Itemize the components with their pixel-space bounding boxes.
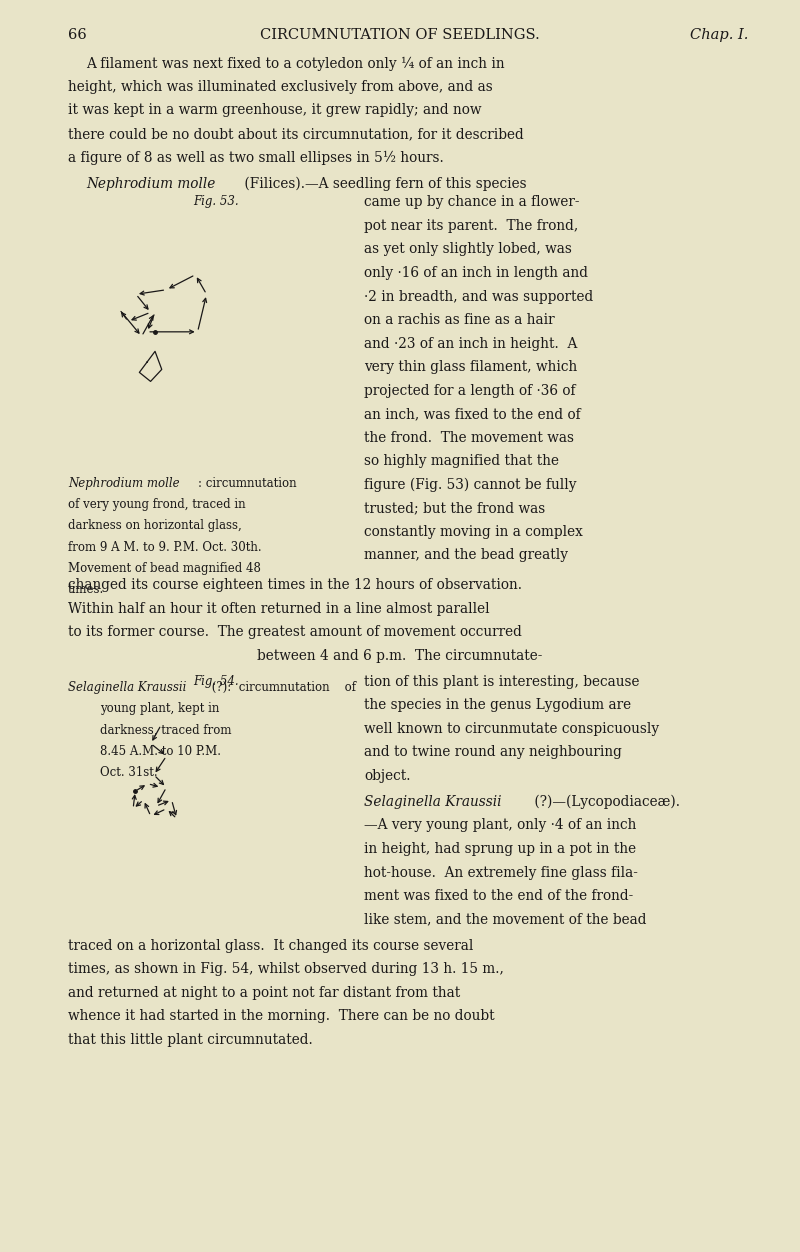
Text: so highly magnified that the: so highly magnified that the <box>364 454 559 468</box>
Text: it was kept in a warm greenhouse, it grew rapidly; and now: it was kept in a warm greenhouse, it gre… <box>68 104 482 118</box>
Text: as yet only slightly lobed, was: as yet only slightly lobed, was <box>364 243 572 257</box>
Text: came up by chance in a flower-: came up by chance in a flower- <box>364 195 579 209</box>
Text: there could be no doubt about its circumnutation, for it described: there could be no doubt about its circum… <box>68 126 524 141</box>
Text: CIRCUMNUTATION OF SEEDLINGS.: CIRCUMNUTATION OF SEEDLINGS. <box>260 28 540 41</box>
Text: in height, had sprung up in a pot in the: in height, had sprung up in a pot in the <box>364 843 636 856</box>
Text: Selaginella Kraussii: Selaginella Kraussii <box>68 681 186 694</box>
Text: 8.45 A.M. to 10 P.M.: 8.45 A.M. to 10 P.M. <box>100 745 221 757</box>
Text: darkness on horizontal glass,: darkness on horizontal glass, <box>68 520 242 532</box>
Text: constantly moving in a complex: constantly moving in a complex <box>364 525 582 538</box>
Text: and to twine round any neighbouring: and to twine round any neighbouring <box>364 745 622 760</box>
Text: the frond.  The movement was: the frond. The movement was <box>364 431 574 444</box>
Text: only ·16 of an inch in length and: only ·16 of an inch in length and <box>364 265 588 280</box>
Text: between 4 and 6 p.m.  The circumnutate-: between 4 and 6 p.m. The circumnutate- <box>258 649 542 662</box>
Text: times, as shown in Fig. 54, whilst observed during 13 h. 15 m.,: times, as shown in Fig. 54, whilst obser… <box>68 963 504 977</box>
Text: times.: times. <box>68 583 104 596</box>
Text: Nephrodium molle: Nephrodium molle <box>68 477 180 490</box>
Text: the species in the genus Lygodium are: the species in the genus Lygodium are <box>364 699 631 712</box>
Text: Within half an hour it often returned in a line almost parallel: Within half an hour it often returned in… <box>68 602 490 616</box>
Text: from 9 A M. to 9. P.M. Oct. 30th.: from 9 A M. to 9. P.M. Oct. 30th. <box>68 541 262 553</box>
Text: (?):  circumnutation    of: (?): circumnutation of <box>208 681 356 694</box>
Text: well known to circunmutate conspicuously: well known to circunmutate conspicuously <box>364 722 659 736</box>
Text: —A very young plant, only ·4 of an inch: —A very young plant, only ·4 of an inch <box>364 819 636 833</box>
Text: ·2 in breadth, and was supported: ·2 in breadth, and was supported <box>364 289 594 303</box>
Text: and ·23 of an inch in height.  A: and ·23 of an inch in height. A <box>364 337 578 351</box>
Text: whence it had started in the morning.  There can be no doubt: whence it had started in the morning. Th… <box>68 1009 494 1023</box>
Text: of very young frond, traced in: of very young frond, traced in <box>68 498 246 511</box>
Text: very thin glass filament, which: very thin glass filament, which <box>364 361 578 374</box>
Text: tion of this plant is interesting, because: tion of this plant is interesting, becau… <box>364 675 639 689</box>
Text: A filament was next fixed to a cotyledon only ¼ of an inch in: A filament was next fixed to a cotyledon… <box>86 56 505 70</box>
Text: and returned at night to a point not far distant from that: and returned at night to a point not far… <box>68 985 460 1000</box>
Text: pot near its parent.  The frond,: pot near its parent. The frond, <box>364 219 578 233</box>
Text: hot-house.  An extremely fine glass fila-: hot-house. An extremely fine glass fila- <box>364 865 638 880</box>
Text: on a rachis as fine as a hair: on a rachis as fine as a hair <box>364 313 554 327</box>
Text: trusted; but the frond was: trusted; but the frond was <box>364 501 546 516</box>
Text: Fig. 53.: Fig. 53. <box>193 195 239 208</box>
Text: figure (Fig. 53) cannot be fully: figure (Fig. 53) cannot be fully <box>364 478 577 492</box>
Text: like stem, and the movement of the bead: like stem, and the movement of the bead <box>364 913 646 926</box>
Text: manner, and the bead greatly: manner, and the bead greatly <box>364 548 568 562</box>
Text: Nephrodium molle: Nephrodium molle <box>86 177 216 190</box>
Text: a figure of 8 as well as two small ellipses in 5½ hours.: a figure of 8 as well as two small ellip… <box>68 150 444 165</box>
Text: projected for a length of ·36 of: projected for a length of ·36 of <box>364 383 575 398</box>
Text: (?)—(Lycopodiaceæ).: (?)—(Lycopodiaceæ). <box>530 795 680 809</box>
Text: (Filices).—A seedling fern of this species: (Filices).—A seedling fern of this speci… <box>240 177 526 190</box>
Text: an inch, was fixed to the end of: an inch, was fixed to the end of <box>364 407 581 421</box>
Text: young plant, kept in: young plant, kept in <box>100 702 219 715</box>
Text: Movement of bead magnified 48: Movement of bead magnified 48 <box>68 562 261 575</box>
Text: Oct. 31st.: Oct. 31st. <box>100 766 158 779</box>
Text: that this little plant circumnutated.: that this little plant circumnutated. <box>68 1033 313 1047</box>
Text: ment was fixed to the end of the frond-: ment was fixed to the end of the frond- <box>364 889 634 903</box>
Text: height, which was illuminated exclusively from above, and as: height, which was illuminated exclusivel… <box>68 80 493 94</box>
Text: Chap. I.: Chap. I. <box>690 28 748 41</box>
Text: 66: 66 <box>68 28 86 41</box>
Text: changed its course eighteen times in the 12 hours of observation.: changed its course eighteen times in the… <box>68 578 522 592</box>
Text: : circumnutation: : circumnutation <box>198 477 296 490</box>
Text: Selaginella Kraussii: Selaginella Kraussii <box>364 795 502 809</box>
Text: darkness, traced from: darkness, traced from <box>100 724 231 736</box>
Text: traced on a horizontal glass.  It changed its course several: traced on a horizontal glass. It changed… <box>68 939 474 953</box>
Text: to its former course.  The greatest amount of movement occurred: to its former course. The greatest amoun… <box>68 625 522 640</box>
Text: Fig. 54.: Fig. 54. <box>193 675 239 687</box>
Text: object.: object. <box>364 769 410 782</box>
